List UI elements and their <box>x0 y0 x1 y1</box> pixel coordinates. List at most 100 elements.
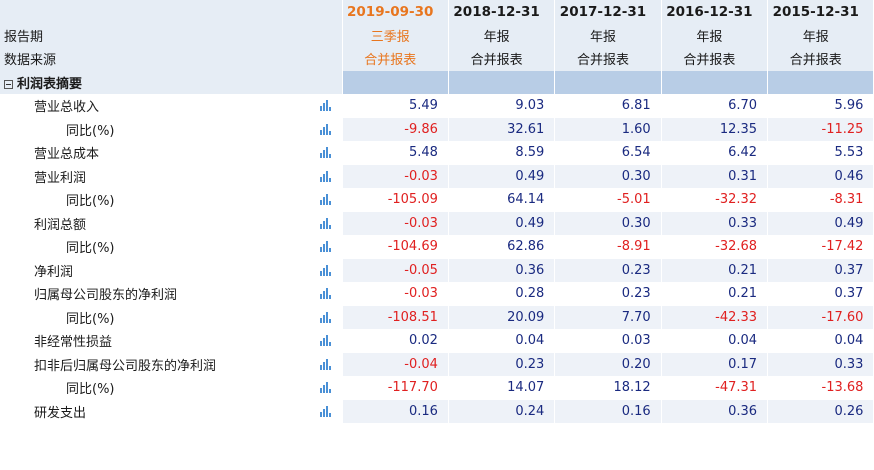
bar-chart-icon[interactable] <box>319 240 332 252</box>
value-cell: -32.32 <box>661 188 769 212</box>
value-cell: 0.46 <box>767 164 874 188</box>
table-row: 营业利润 -0.03 0.49 0.30 0.31 0.46 <box>0 164 874 188</box>
value-cell: 0.31 <box>661 164 769 188</box>
value-cell: -0.03 <box>342 282 449 306</box>
bar-chart-icon[interactable] <box>319 193 332 205</box>
row-label: 研发支出 <box>0 399 343 423</box>
bar-chart-icon[interactable] <box>319 287 332 299</box>
value-cell: 6.42 <box>661 141 769 165</box>
value-cell: -108.51 <box>342 305 449 329</box>
section-header-row[interactable]: 利润表摘要 <box>0 70 874 94</box>
bar-chart-icon[interactable] <box>319 146 332 158</box>
row-label-text: 同比(%) <box>66 241 115 257</box>
row-label: 非经常性损益 <box>0 329 343 353</box>
section-fill <box>554 70 662 94</box>
value-cell: 6.54 <box>554 141 662 165</box>
table-row: 净利润 -0.05 0.36 0.23 0.21 0.37 <box>0 258 874 282</box>
row-label-text: 研发支出 <box>34 405 87 421</box>
row-label: 归属母公司股东的净利润 <box>0 282 343 306</box>
value-cell: 0.30 <box>554 211 662 235</box>
value-cell: 20.09 <box>448 305 556 329</box>
value-cell: 64.14 <box>448 188 556 212</box>
value-cell: 0.24 <box>448 399 556 423</box>
column-date[interactable]: 2015-12-31 <box>767 0 874 24</box>
row-label-text: 归属母公司股东的净利润 <box>34 288 178 304</box>
report-period-label: 报告期 <box>0 23 343 47</box>
value-cell: -8.91 <box>554 235 662 259</box>
row-label-text: 同比(%) <box>66 194 115 210</box>
column-date[interactable]: 2017-12-31 <box>554 0 662 24</box>
value-cell: 0.20 <box>554 352 662 376</box>
value-cell: 0.21 <box>661 258 769 282</box>
bar-chart-icon[interactable] <box>319 170 332 182</box>
row-label-text: 净利润 <box>34 264 74 280</box>
data-source-value: 合并报表 <box>554 47 662 71</box>
bar-chart-icon[interactable] <box>319 311 332 323</box>
value-cell: -13.68 <box>767 376 874 400</box>
bar-chart-icon[interactable] <box>319 358 332 370</box>
section-fill <box>448 70 556 94</box>
value-cell: 5.48 <box>342 141 449 165</box>
value-cell: 12.35 <box>661 117 769 141</box>
value-cell: 0.36 <box>661 399 769 423</box>
data-source-row: 数据来源 合并报表 合并报表 合并报表 合并报表 合并报表 <box>0 47 874 71</box>
value-cell: 0.36 <box>448 258 556 282</box>
value-cell: 0.37 <box>767 258 874 282</box>
value-cell: 0.23 <box>554 282 662 306</box>
row-label: 营业利润 <box>0 164 343 188</box>
value-cell: 0.30 <box>554 164 662 188</box>
bar-chart-icon[interactable] <box>319 405 332 417</box>
bar-chart-icon[interactable] <box>319 99 332 111</box>
bar-chart-icon[interactable] <box>319 264 332 276</box>
value-cell: -105.09 <box>342 188 449 212</box>
header-corner <box>0 0 343 24</box>
row-label: 同比(%) <box>0 235 343 259</box>
data-source-value: 合并报表 <box>342 47 449 71</box>
value-cell: 0.02 <box>342 329 449 353</box>
value-cell: 0.21 <box>661 282 769 306</box>
row-label-text: 营业利润 <box>34 170 87 186</box>
value-cell: 8.59 <box>448 141 556 165</box>
value-cell: 0.04 <box>448 329 556 353</box>
column-date[interactable]: 2018-12-31 <box>448 0 556 24</box>
report-period-value: 年报 <box>767 23 874 47</box>
value-cell: 5.53 <box>767 141 874 165</box>
bar-chart-icon[interactable] <box>319 217 332 229</box>
report-period-value: 三季报 <box>342 23 449 47</box>
section-header[interactable]: 利润表摘要 <box>0 70 343 94</box>
table-row: 同比(%) -104.69 62.86 -8.91 -32.68 -17.42 <box>0 235 874 259</box>
row-label: 扣非后归属母公司股东的净利润 <box>0 352 343 376</box>
section-title: 利润表摘要 <box>17 76 83 92</box>
row-label-text: 扣非后归属母公司股东的净利润 <box>34 358 217 374</box>
table-row: 研发支出 0.16 0.24 0.16 0.36 0.26 <box>0 399 874 423</box>
value-cell: 0.17 <box>661 352 769 376</box>
value-cell: -104.69 <box>342 235 449 259</box>
bar-chart-icon[interactable] <box>319 334 332 346</box>
value-cell: -47.31 <box>661 376 769 400</box>
value-cell: 0.03 <box>554 329 662 353</box>
table-row: 归属母公司股东的净利润 -0.03 0.28 0.23 0.21 0.37 <box>0 282 874 306</box>
data-source-value: 合并报表 <box>448 47 556 71</box>
value-cell: 0.33 <box>661 211 769 235</box>
collapse-minus-icon[interactable] <box>4 79 13 89</box>
value-cell: 5.49 <box>342 94 449 118</box>
bar-chart-icon[interactable] <box>319 381 332 393</box>
section-fill <box>661 70 769 94</box>
table-row: 营业总成本 5.48 8.59 6.54 6.42 5.53 <box>0 141 874 165</box>
value-cell: -17.60 <box>767 305 874 329</box>
income-statement-table: 2019-09-30 2018-12-31 2017-12-31 2016-12… <box>0 0 874 423</box>
value-cell: -17.42 <box>767 235 874 259</box>
column-date[interactable]: 2016-12-31 <box>661 0 769 24</box>
header-row: 2019-09-30 2018-12-31 2017-12-31 2016-12… <box>0 0 874 24</box>
section-fill <box>767 70 874 94</box>
row-label-text: 同比(%) <box>66 311 115 327</box>
section-fill <box>342 70 449 94</box>
row-label: 同比(%) <box>0 117 343 141</box>
column-date[interactable]: 2019-09-30 <box>342 0 449 24</box>
value-cell: 0.49 <box>448 211 556 235</box>
row-label-text: 营业总收入 <box>34 100 100 116</box>
bar-chart-icon[interactable] <box>319 123 332 135</box>
table-row: 同比(%) -9.86 32.61 1.60 12.35 -11.25 <box>0 117 874 141</box>
value-cell: -0.03 <box>342 164 449 188</box>
value-cell: 62.86 <box>448 235 556 259</box>
